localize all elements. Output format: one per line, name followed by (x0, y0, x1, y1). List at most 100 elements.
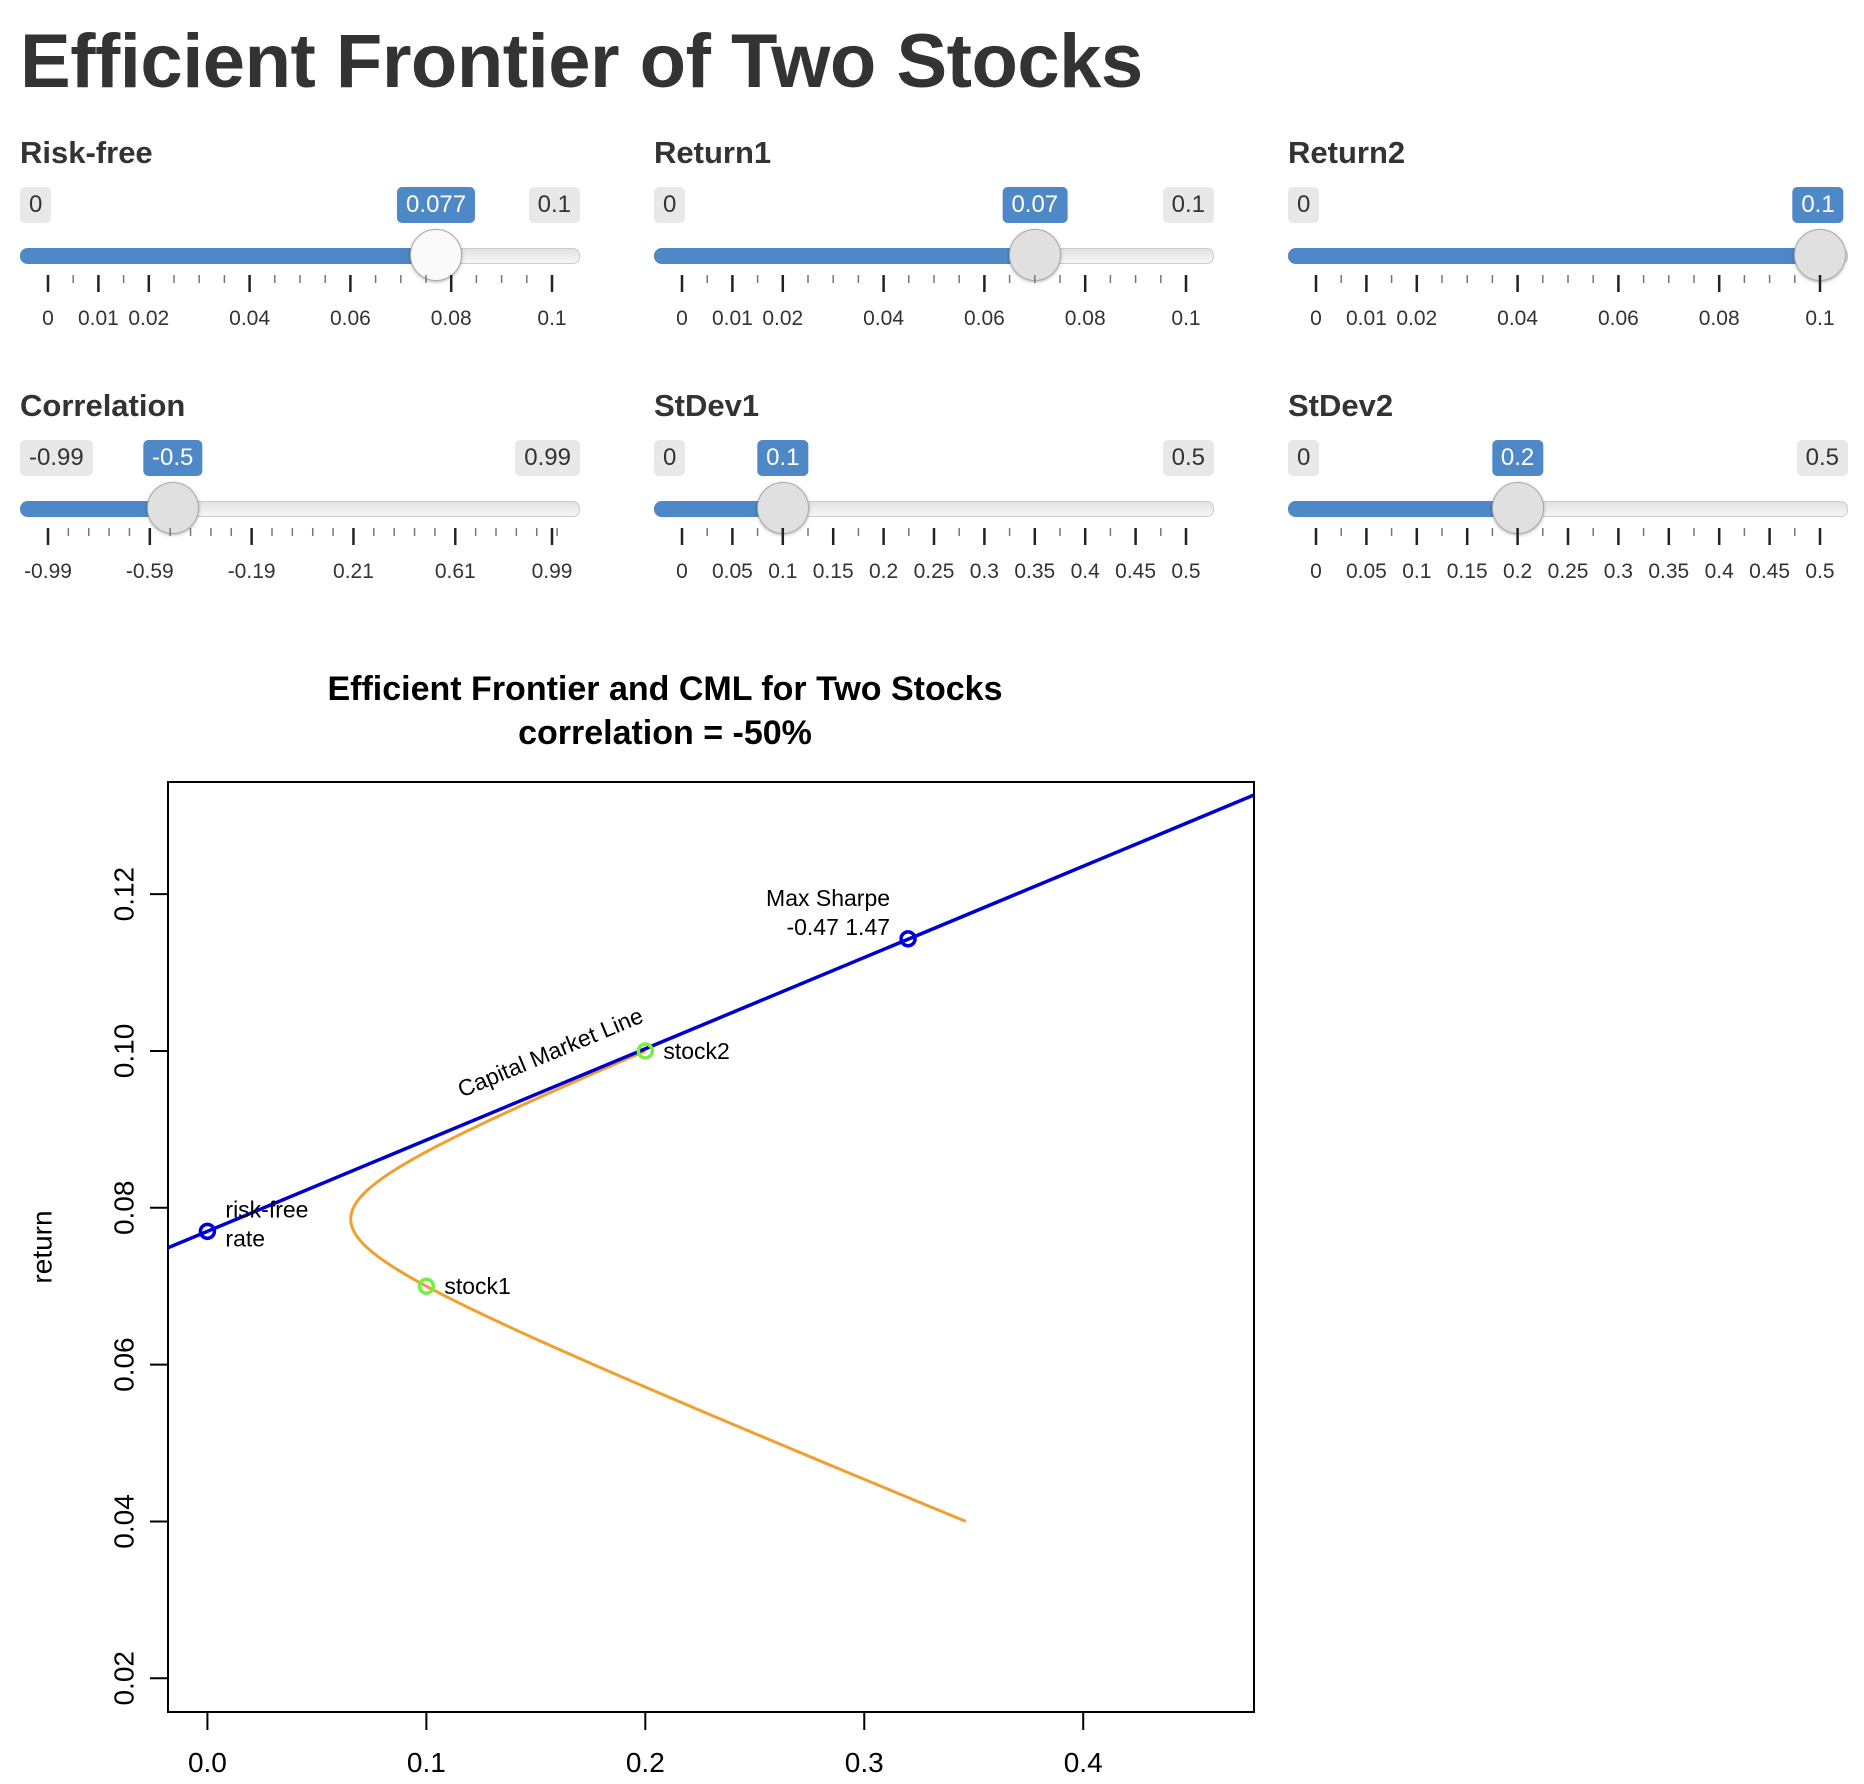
slider-min-label: 0 (1288, 440, 1320, 476)
slider-tick-label: 0.5 (1171, 560, 1200, 583)
slider-tick-label: 0 (676, 560, 688, 583)
slider-tick-label: 0.02 (762, 307, 803, 330)
slider-fill (1288, 248, 1820, 264)
slider-ticks: 0 0.05 0.1 0.15 0.2 0.25 0.3 0.35 0.4 0.45 0.5 (676, 528, 1201, 583)
slider-tick-label: 0.3 (1604, 560, 1633, 583)
plot-frame (167, 781, 1255, 1713)
slider-label: Correlation (20, 388, 186, 423)
slider-tick-label: 0.04 (863, 307, 904, 330)
efficient-frontier-line (349, 1049, 967, 1523)
chart-title: Efficient Frontier and CML for Two Stock… (327, 670, 1002, 708)
slider-tick-label: 0.61 (435, 560, 476, 583)
slider-tick-label: 0.08 (431, 307, 472, 330)
slider-tick-label: 0.5 (1805, 560, 1834, 583)
slider-min-label: -0.99 (20, 440, 93, 476)
slider-risk-free: Risk-free 0 0.1 0.077 0 0.01 0.02 0.04 0.06 0.08 0… (20, 135, 580, 365)
slider-ticks: 0 0.01 0.02 0.04 0.06 0.08 0.1 (1310, 275, 1835, 330)
slider-tick-label: 0.4 (1071, 560, 1101, 583)
slider-max-label: 0.99 (515, 440, 580, 476)
slider-min-label: 0 (654, 187, 686, 223)
slider-max-label: 0.1 (1162, 187, 1214, 223)
slider-tick-label: 0 (1310, 560, 1322, 583)
slider-tick-label: -0.19 (228, 560, 276, 583)
point-stock2 (636, 1042, 655, 1060)
slider-tick-label: 0.06 (330, 307, 371, 330)
slider-max-label: 0.5 (1796, 440, 1848, 476)
slider-tick-label: 0.45 (1749, 560, 1790, 583)
slider-tick-label: 0 (676, 307, 688, 330)
slider-ticks: 0 0.05 0.1 0.15 0.2 0.25 0.3 0.35 0.4 0.45 0.5 (1310, 528, 1835, 583)
y-tick-label: 0.10 (108, 1024, 139, 1079)
slider-tick-label: 0.1 (537, 307, 566, 330)
slider-correlation: Correlation -0.99 0.99 -0.5 -0.99 -0.59 -0.19 0… (20, 388, 580, 618)
slider-tick-label: 0.01 (712, 307, 753, 330)
slider-handle[interactable] (756, 482, 809, 534)
slider-return1: Return1 0 0.1 0.07 0 0.01 0.02 0.04 0.06 0.08 0.1 (654, 135, 1214, 365)
x-tick-label: 0.3 (845, 1747, 884, 1778)
slider-tick-label: 0 (42, 307, 54, 330)
slider-max-label: 0.1 (528, 187, 580, 223)
y-tick-label: 0.12 (108, 867, 139, 922)
point-label-risk-free: risk-free (225, 1196, 308, 1222)
slider-tick-label: 0.4 (1705, 560, 1735, 583)
point-label-stock1: stock1 (444, 1273, 510, 1299)
point-label-stock2: stock2 (663, 1038, 729, 1064)
slider-tick-label: -0.59 (126, 560, 174, 583)
slider-tick-label: 0.15 (1447, 560, 1488, 583)
efficient-frontier-chart: Efficient Frontier and CML for Two Stock… (26, 670, 1255, 1778)
y-tick-label: 0.06 (108, 1337, 139, 1392)
slider-ticks: 0 0.01 0.02 0.04 0.06 0.08 0.1 (676, 275, 1201, 330)
slider-tick-label: 0.3 (970, 560, 999, 583)
slider-label: Return1 (654, 135, 772, 170)
point-label-risk-free: rate (225, 1225, 265, 1251)
slider-max-label: 0.5 (1162, 440, 1214, 476)
slider-handle[interactable] (1491, 482, 1544, 534)
slider-handle[interactable] (1008, 229, 1061, 281)
x-tick-label: 0.1 (407, 1747, 446, 1778)
slider-min-label: 0 (654, 440, 686, 476)
slider-tick-label: 0.1 (1805, 307, 1834, 330)
point-risk-free (198, 1222, 217, 1241)
slider-tick-label: 0.25 (1548, 560, 1589, 583)
slider-min-label: 0 (20, 187, 52, 223)
slider-label: StDev1 (654, 388, 760, 423)
slider-fill (1288, 501, 1518, 517)
y-axis-label: return (26, 1210, 57, 1283)
slider-tick-label: 0.21 (333, 560, 374, 583)
slider-handle[interactable] (1794, 229, 1846, 281)
slider-tick-label: 0.1 (768, 560, 797, 583)
slider-tick-label: 0.25 (914, 560, 955, 583)
slider-value-label: 0.077 (397, 187, 476, 223)
slider-tick-label: 0.2 (1503, 560, 1532, 583)
slider-tick-label: 0 (1310, 307, 1322, 330)
slider-label: StDev2 (1288, 388, 1394, 423)
slider-ticks: -0.99 -0.59 -0.19 0.21 0.61 0.99 (24, 528, 572, 583)
slider-tick-label: 0.06 (1598, 307, 1639, 330)
slider-value-label: 0.07 (1002, 187, 1068, 223)
slider-tick-label: 0.01 (1346, 307, 1387, 330)
slider-fill (654, 248, 1035, 264)
slider-tick-label: -0.99 (24, 560, 72, 583)
slider-handle[interactable] (146, 482, 199, 534)
slider-value-label: 0.2 (1491, 440, 1544, 476)
slider-tick-label: 0.35 (1648, 560, 1689, 583)
slider-tick-label: 0.15 (813, 560, 854, 583)
slider-stdev2: StDev2 0 0.5 0.2 0 0.05 0.1 0.15 0.2 0.25 0.3 0.35 0… (1288, 388, 1848, 618)
page-title: Efficient Frontier of Two Stocks (20, 19, 1143, 104)
slider-min-label: 0 (1288, 187, 1320, 223)
y-tick-label: 0.02 (108, 1651, 139, 1706)
slider-stdev1: StDev1 0 0.5 0.1 0 0.05 0.1 0.15 0.2 0.25 0.3 0.35 0… (654, 388, 1214, 618)
slider-value-label: 0.1 (757, 440, 809, 476)
slider-handle[interactable] (410, 229, 463, 281)
point-max-sharpe (899, 930, 917, 948)
slider-tick-label: 0.04 (1497, 307, 1538, 330)
chart-subtitle: correlation = -50% (518, 714, 812, 752)
slider-tick-label: 0.05 (1346, 560, 1387, 583)
capital-market-line (168, 793, 1254, 1250)
slider-label: Return2 (1288, 135, 1406, 170)
slider-tick-label: 0.45 (1115, 560, 1156, 583)
slider-tick-label: 0.08 (1065, 307, 1106, 330)
x-tick-label: 0.2 (626, 1747, 665, 1778)
slider-return2: Return2 0 0.1 0 0.01 0.02 0.04 0.06 0.08 0.1 (1288, 135, 1848, 365)
point-stock1 (417, 1277, 436, 1295)
